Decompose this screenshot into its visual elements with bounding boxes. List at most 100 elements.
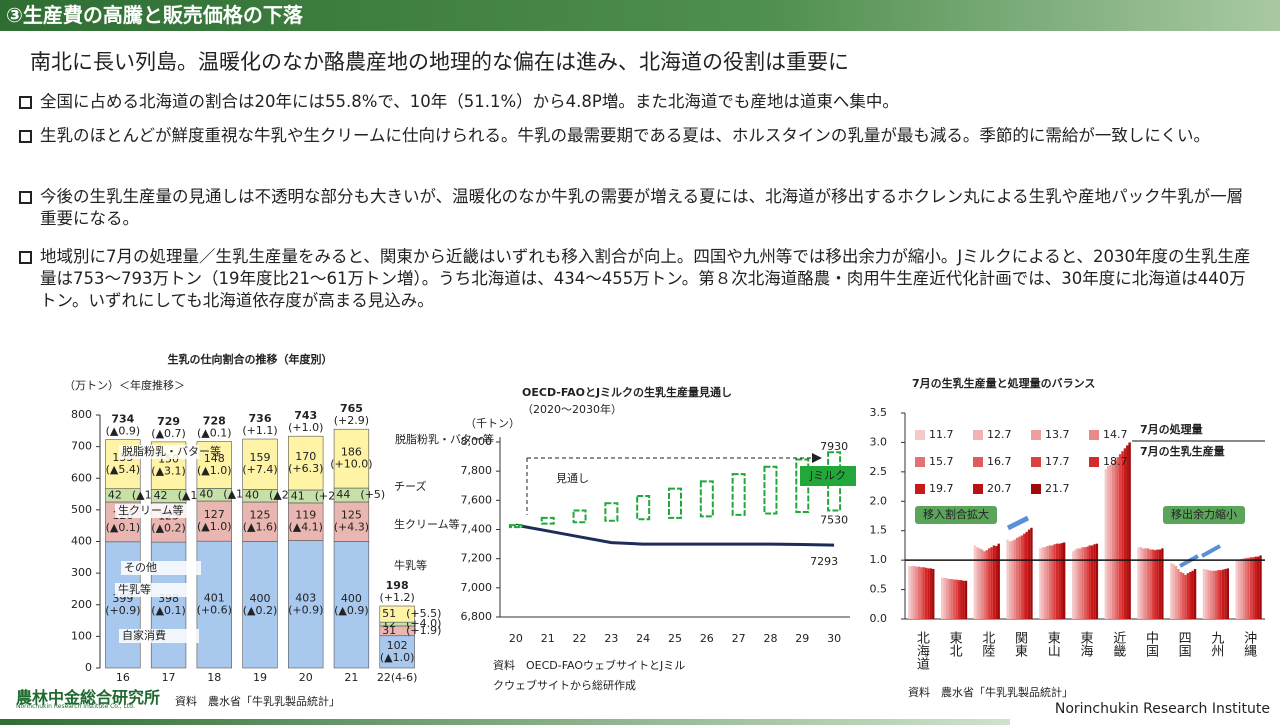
annotation: 脱脂粉乳・バター等 xyxy=(395,432,494,446)
x-tick-label: 北海道 xyxy=(914,631,930,670)
bar xyxy=(1202,568,1206,619)
value-label: 51 xyxy=(382,607,396,620)
bar xyxy=(1018,536,1021,619)
bar-segment xyxy=(242,541,278,669)
bar xyxy=(1177,568,1180,619)
bar xyxy=(1076,548,1080,619)
value-label: 400 xyxy=(250,592,271,605)
bar xyxy=(1254,556,1257,619)
y-tick-label: 200 xyxy=(71,598,92,611)
y-tick-label: 600 xyxy=(71,471,92,484)
bar xyxy=(983,551,986,619)
bar xyxy=(1189,571,1192,619)
x-tick-label: 九州 xyxy=(1208,631,1224,657)
range-bar xyxy=(636,494,651,521)
bar xyxy=(955,579,958,619)
legend-swatch xyxy=(973,457,983,467)
bar xyxy=(1046,546,1049,619)
total-label: 729 xyxy=(157,415,180,428)
total-change: (+1.1) xyxy=(242,424,277,437)
value-label: 7530 xyxy=(820,514,848,527)
bar xyxy=(1071,551,1075,619)
bar xyxy=(978,548,981,619)
x-tick-label: 北陸 xyxy=(979,631,995,658)
annotation-box xyxy=(119,629,199,643)
bar xyxy=(1111,463,1115,619)
bar xyxy=(1149,549,1152,619)
value-label: 7293 xyxy=(810,555,838,568)
change-label: (▲5.4) xyxy=(106,463,141,476)
bar xyxy=(962,580,965,619)
range-bar xyxy=(540,516,555,525)
bar xyxy=(1191,570,1194,619)
value-label: 119 xyxy=(295,509,316,522)
bar xyxy=(995,546,998,619)
bar xyxy=(1053,544,1056,619)
x-tick-label: 関東 xyxy=(1012,631,1027,657)
bar-segment xyxy=(333,428,370,489)
bar xyxy=(1207,570,1210,619)
change-label: (▲2) xyxy=(269,489,293,502)
value-label: 40 xyxy=(245,489,259,502)
y-tick-label: 0.0 xyxy=(870,612,888,625)
axis-label: （千トン） xyxy=(465,417,520,430)
value-label: 148 xyxy=(204,452,225,465)
y-tick-label: 7,000 xyxy=(461,581,493,594)
bar xyxy=(1051,545,1054,619)
x-tick-label: 17 xyxy=(162,671,176,684)
change-label: (+0.9) xyxy=(105,604,140,617)
value-label: 403 xyxy=(295,591,316,604)
x-tick-label: 東海 xyxy=(1078,630,1094,657)
value-label: 42 xyxy=(154,489,168,502)
x-tick-label: 近畿 xyxy=(1110,631,1126,657)
range-bar xyxy=(572,509,587,524)
bar xyxy=(1137,547,1140,619)
bar xyxy=(1247,557,1250,619)
bar xyxy=(1205,569,1208,619)
y-tick-label: 2.0 xyxy=(870,494,888,507)
bar xyxy=(952,579,956,619)
bar xyxy=(1058,543,1061,619)
ratio-denominator: 7月の生乳生産量 xyxy=(1140,444,1225,458)
x-tick-label: 29 xyxy=(795,632,809,645)
bar xyxy=(1013,539,1016,619)
bar xyxy=(1008,541,1012,619)
bar xyxy=(1209,570,1213,619)
legend-box xyxy=(800,466,856,486)
credit: Norinchukin Research Institute xyxy=(1054,701,1270,717)
change-label: (+5) xyxy=(360,488,385,501)
bar xyxy=(1015,537,1019,619)
bullet: 生乳のほとんどが鮮度重視な牛乳や生クリームに仕向けられる。牛乳の最需要期である夏… xyxy=(19,125,1255,147)
bar xyxy=(976,547,979,619)
bar-segment xyxy=(379,605,415,623)
change-label: (▲1.6) xyxy=(243,521,278,534)
y-tick-label: 0 xyxy=(85,661,92,674)
range-bar xyxy=(604,502,619,522)
bar-segment xyxy=(196,540,232,669)
bar xyxy=(1041,547,1044,619)
bar xyxy=(1023,533,1026,619)
change-label: (▲1.0) xyxy=(197,520,232,533)
range-bar xyxy=(731,473,746,516)
x-tick-label: 22(4-6) xyxy=(377,671,418,684)
bar xyxy=(990,547,993,619)
legend-label: 11.7 xyxy=(929,428,954,441)
bar xyxy=(927,568,930,619)
bar xyxy=(1025,531,1028,619)
x-tick-label: 27 xyxy=(732,632,746,645)
legend-swatch xyxy=(915,430,925,440)
subtitle: 南北に長い列島。温暖化のなか酪農産地の地理的な偏在は進み、北海道の役割は重要に xyxy=(30,50,849,74)
logo-en: Norinchukin Research Institute Co., Ltd. xyxy=(16,703,135,710)
footer-bar xyxy=(0,719,1010,725)
change-label: (▲1.0) xyxy=(380,651,415,664)
bar xyxy=(1060,543,1063,619)
logo: 農林中金総合研究所 xyxy=(16,688,161,707)
bar xyxy=(1109,464,1112,619)
x-tick-label: 28 xyxy=(763,632,777,645)
total-change: (+2.9) xyxy=(334,414,369,427)
change-label: (▲4.1) xyxy=(288,521,323,534)
bar-segment xyxy=(242,438,278,490)
y-tick-label: 1.0 xyxy=(870,553,888,566)
bar xyxy=(932,568,935,619)
y-tick-label: 0.5 xyxy=(870,583,888,596)
